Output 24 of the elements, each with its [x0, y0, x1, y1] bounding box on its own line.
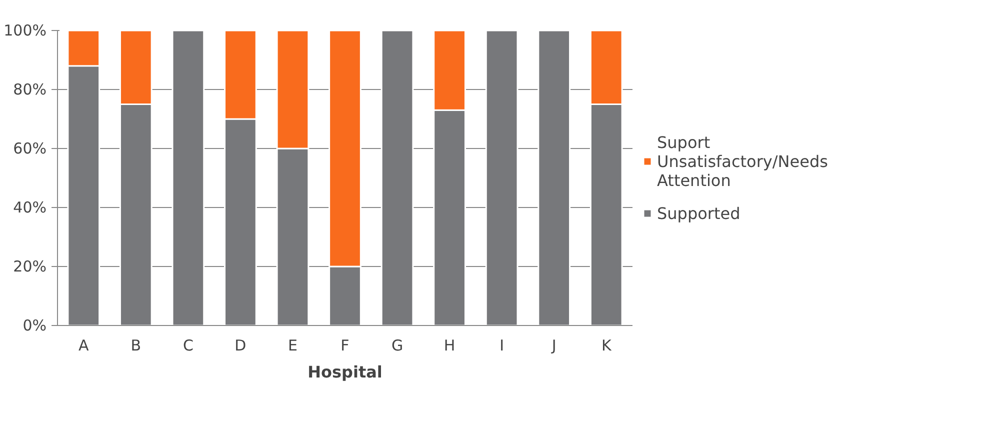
y-tick-label: 80%	[13, 80, 47, 98]
x-tick-label: C	[182, 336, 194, 354]
x-tick-label: B	[130, 336, 142, 354]
x-tick-label: I	[500, 336, 504, 354]
legend-label: Suport Unsatisfactory/Needs Attention	[657, 132, 828, 190]
x-tick-label: G	[391, 336, 404, 354]
x-axis-title: Hospital	[308, 362, 382, 382]
x-tick-label: K	[601, 336, 612, 354]
x-tick-label: E	[288, 336, 298, 354]
bar	[380, 30, 414, 326]
bar	[538, 30, 571, 326]
x-tick-label: F	[340, 336, 350, 354]
x-tick-label: H	[444, 336, 456, 354]
x-tick-label: A	[78, 336, 90, 354]
bar	[172, 30, 205, 326]
y-tick-label: 20%	[13, 258, 47, 276]
legend-label: Supported	[657, 204, 740, 222]
y-tick-label: 60%	[13, 140, 47, 158]
x-tick-label: D	[234, 336, 246, 354]
y-tick-label: 100%	[4, 22, 47, 40]
y-tick-label: 0%	[22, 316, 46, 334]
y-tick-label: 40%	[13, 198, 47, 216]
x-tick-label: J	[550, 336, 556, 354]
bar	[485, 30, 518, 326]
